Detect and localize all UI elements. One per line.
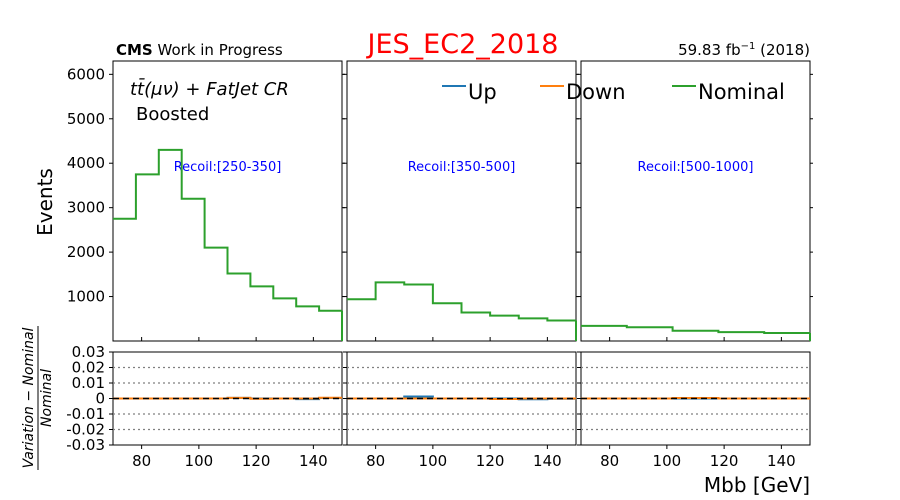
region-label-line1: tt̄(μν) + FatJet CR [130,78,289,100]
y-tick-label-bottom: 0.03 [72,343,105,361]
y-tick-label-bottom: 0.01 [72,374,105,392]
cms-label: CMS Work in Progress [116,41,283,59]
lumi-year: (2018) [755,41,810,59]
ratio-numerator: Variation − Nominal [21,327,37,468]
x-tick-label: 80 [600,452,619,470]
figure-title: JES_EC2_2018 [366,29,559,60]
panel-3: 80 100 120 140 Recoil:[500-1000] [577,60,813,470]
ratio-denominator: Nominal [39,369,55,427]
top-axes-frame [112,60,343,342]
region-label-line2: Boosted [136,104,209,125]
x-tick-label: 80 [366,452,385,470]
x-tick-label: 120 [242,452,271,470]
y-tick-label-top: 2000 [67,243,105,261]
lumi-label: 59.83 fb−1 (2018) [678,41,810,59]
x-tick-label: 100 [185,452,214,470]
y-tick-label-bottom: -0.03 [66,436,105,454]
lumi-value: 59.83 fb [678,41,741,59]
x-tick-label: 140 [533,452,562,470]
y-tick-label-bottom: 0 [95,390,105,408]
y-tick-label-top: 3000 [67,199,105,217]
x-tick-label: 120 [710,452,739,470]
y-axis-title-bottom: Variation − Nominal Nominal [21,326,55,470]
x-tick-label: 80 [132,452,151,470]
y-tick-label-bottom: 0.02 [72,359,105,377]
y-tick-label-top: 1000 [67,288,105,306]
y-tick-label-top: 5000 [67,110,105,128]
nominal-step-line [113,148,342,312]
x-tick-label: 120 [476,452,505,470]
cms-label-bold: CMS [116,41,153,59]
lumi-exp: −1 [741,41,756,52]
x-tick-label: 100 [419,452,448,470]
y-axis-title-top: Events [33,168,57,236]
panel-label: Recoil:[250-350] [174,160,282,175]
panel-2: 80 100 120 140 Recoil:[350-500] [343,60,579,470]
y-tick-label-top: 4000 [67,154,105,172]
top-axes-frame [580,60,811,342]
x-tick-label: 140 [299,452,328,470]
x-tick-label: 140 [767,452,796,470]
y-tick-label-top: 6000 [67,65,105,83]
legend-label-nominal: Nominal [698,80,785,104]
legend-label-up: Up [468,80,497,104]
y-tick-label-bottom: -0.02 [66,421,105,439]
legend-label-down: Down [566,80,626,104]
x-tick-label: 100 [653,452,682,470]
panel-1: 80 100 120 1401000200030004000500060000.030… [66,60,345,470]
legend: Up Down Nominal [442,80,785,104]
y-tick-label-bottom: -0.01 [66,405,105,423]
panel-label: Recoil:[500-1000] [638,160,754,175]
top-axes-frame [346,60,577,342]
x-axis-title: Mbb [GeV] [704,473,810,497]
nominal-step-line [347,281,576,322]
panel-label: Recoil:[350-500] [408,160,516,175]
nominal-step-line [581,324,810,334]
panels-layer: 80 100 120 1401000200030004000500060000.030… [66,60,813,470]
cms-label-suffix: Work in Progress [153,41,283,59]
